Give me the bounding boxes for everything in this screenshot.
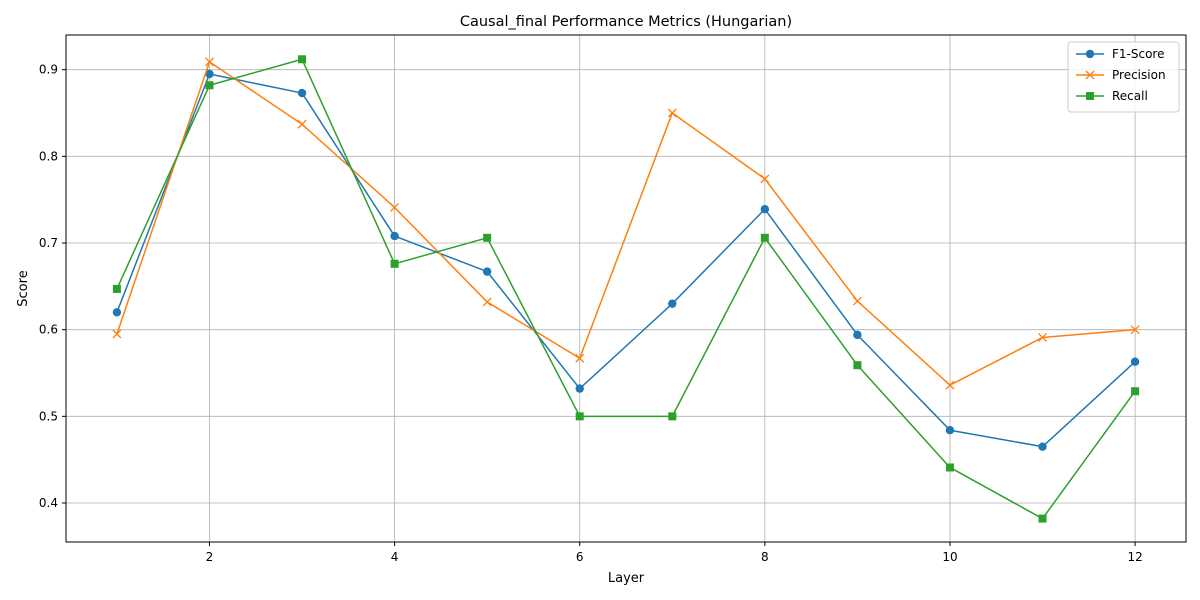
series-line — [116, 58, 1136, 520]
plot-frame — [65, 34, 1187, 543]
data-point-x — [297, 119, 307, 129]
data-point-circle — [760, 205, 770, 214]
data-point-square — [205, 81, 214, 90]
grid — [66, 35, 1186, 542]
data-point-circle — [297, 88, 307, 98]
x-tick-label: 12 — [1127, 550, 1142, 564]
axis-ticks: 2 4 6 8 10 12 0.4 0.5 0.6 0.7 0.8 0.9 — [39, 63, 1143, 564]
data-point-x — [112, 329, 122, 339]
series-precision — [112, 57, 1140, 390]
y-axis-label: Score — [16, 270, 31, 306]
legend: F1-Score Precision Recall — [1067, 41, 1180, 113]
series-line — [116, 73, 1136, 448]
data-point-square — [298, 55, 307, 64]
data-point-square — [668, 412, 677, 421]
data-point-circle — [945, 426, 955, 435]
x-tick-label: 6 — [576, 550, 584, 564]
data-point-square — [945, 463, 954, 472]
data-point-x — [575, 353, 585, 363]
data-point-circle — [205, 69, 214, 79]
data-point-square — [390, 259, 399, 268]
legend-item: Precision — [1076, 68, 1166, 82]
series-recall — [112, 55, 1140, 523]
data-point-square — [112, 284, 121, 293]
x-tick-label: 4 — [391, 550, 399, 564]
data-point-x — [205, 57, 214, 67]
y-tick-label: 0.7 — [39, 236, 58, 250]
legend-box — [1067, 41, 1180, 113]
x-tick-label: 10 — [942, 550, 957, 564]
data-point-x — [945, 380, 955, 390]
data-point-square — [1038, 514, 1047, 523]
data-point-circle — [112, 308, 122, 317]
data-point-square — [760, 233, 769, 242]
x-axis-label: Layer — [608, 571, 645, 586]
legend-item: F1-Score — [1076, 47, 1164, 61]
data-point-circle — [853, 330, 862, 340]
x-tick-label: 2 — [206, 550, 214, 564]
y-tick-label: 0.6 — [39, 323, 58, 337]
legend-label: Precision — [1112, 68, 1166, 82]
data-point-circle — [482, 267, 492, 276]
chart-title: Causal_final Performance Metrics (Hungar… — [460, 14, 792, 30]
x-tick-label: 8 — [761, 550, 769, 564]
y-tick-label: 0.4 — [39, 496, 58, 510]
data-point-square — [853, 361, 862, 370]
legend-item: Recall — [1076, 89, 1148, 103]
legend-label: F1-Score — [1112, 47, 1164, 61]
y-tick-label: 0.9 — [39, 63, 58, 77]
y-tick-label: 0.8 — [39, 149, 58, 163]
data-point-circle — [668, 299, 677, 308]
data-point-circle — [1130, 357, 1140, 366]
series-f1-score — [112, 69, 1140, 451]
data-point-square — [483, 233, 492, 242]
series-lines — [112, 55, 1140, 523]
data-point-circle — [575, 384, 584, 393]
series-line — [116, 61, 1136, 386]
legend-label: Recall — [1112, 89, 1148, 103]
data-point-circle — [1085, 49, 1095, 59]
data-point-x — [1130, 325, 1140, 335]
data-point-x — [760, 174, 770, 184]
data-point-x — [390, 203, 400, 212]
y-tick-label: 0.5 — [39, 409, 58, 423]
data-point-x — [1038, 333, 1047, 342]
data-point-circle — [390, 231, 399, 241]
data-point-square — [1131, 387, 1140, 396]
data-point-x — [1085, 70, 1095, 80]
data-point-square — [575, 412, 584, 421]
data-point-x — [482, 297, 492, 307]
data-point-x — [667, 108, 677, 118]
data-point-circle — [1038, 442, 1047, 451]
data-point-x — [852, 296, 862, 306]
data-point-square — [1086, 92, 1094, 100]
